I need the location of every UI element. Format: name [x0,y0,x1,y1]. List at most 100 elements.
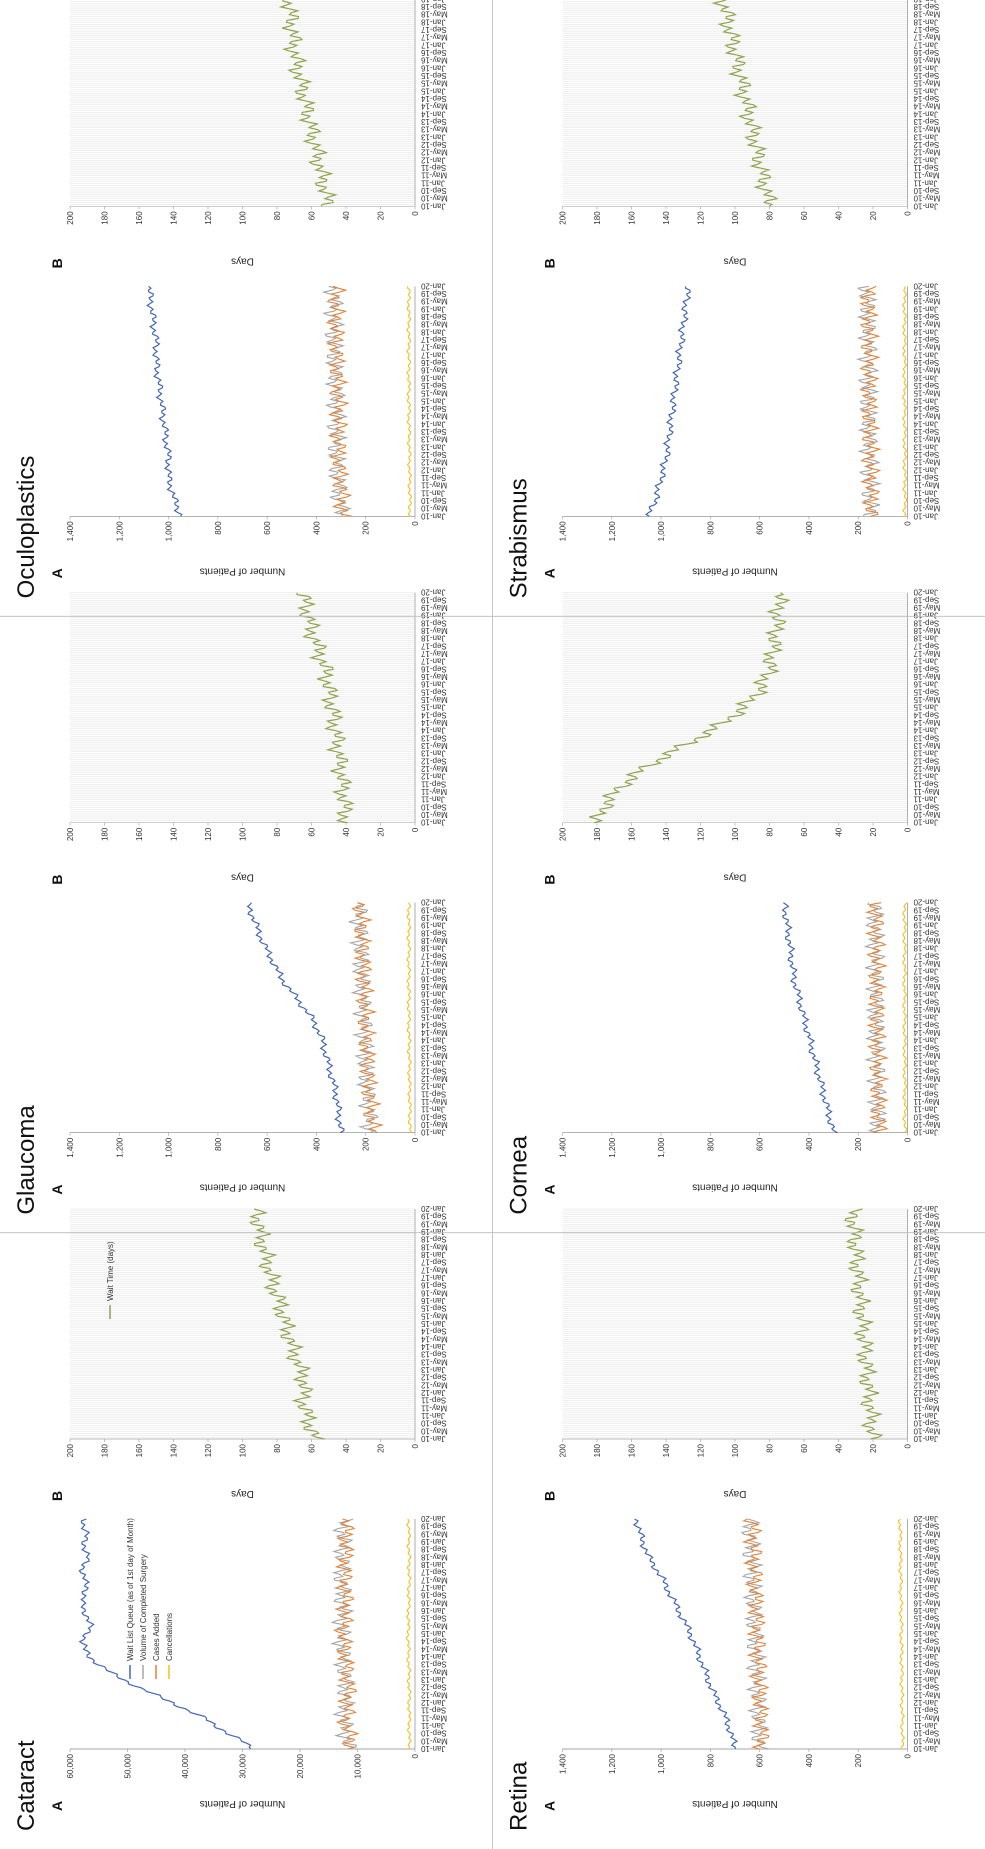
x-tick-label: Jan-13 [913,132,938,141]
y-tick-label: 40 [342,211,351,220]
y-tick-label: 1,400 [559,1753,568,1774]
x-tick-label: Sep-16 [420,1281,446,1290]
y-axis-label: Number of Patients [692,565,778,576]
x-tick-label: May-19 [913,297,940,306]
x-tick-label: May-11 [913,481,940,490]
y-tick-label: 180 [593,1443,602,1457]
subfigure-title: Cataract [13,1740,40,1831]
x-tick-label: May-16 [913,982,940,991]
x-tick-label: Sep-14 [420,1637,446,1646]
x-tick-label: Sep-12 [420,1683,446,1692]
y-tick-label: 200 [362,521,371,535]
x-tick-label: May-18 [420,626,447,635]
x-tick-label: Sep-11 [420,1706,446,1715]
x-tick-label: Sep-17 [420,25,446,34]
x-tick-label: Sep-14 [420,710,446,719]
x-tick-label: Jan-15 [913,396,938,405]
x-tick-label: Sep-11 [420,163,446,172]
x-tick-label: Jan-16 [913,373,938,382]
y-tick-label: 0 [411,211,420,216]
x-tick-label: Jan-15 [420,86,445,95]
x-tick-label: Jan-20 [913,1514,938,1523]
x-tick-label: May-11 [913,1713,940,1722]
x-tick-label: Sep-13 [420,1350,446,1359]
panel-letter: B [49,258,65,268]
y-tick-label: 120 [697,827,706,841]
x-tick-label: May-10 [913,1426,940,1435]
y-tick-label: 200 [362,1137,371,1151]
x-tick-label: Sep-17 [913,335,939,344]
x-tick-label: Jan-17 [420,1583,445,1592]
y-tick-label: 60 [308,827,317,836]
x-tick-label: Jan-16 [913,1606,938,1615]
panel-letter: A [542,568,558,578]
panel-letter: A [49,568,65,578]
y-tick-label: 0 [904,827,913,832]
x-tick-label: Jan-19 [913,921,938,930]
series-cases-added [332,1518,360,1750]
y-tick-label: 1,400 [66,521,75,542]
x-tick-label: Jan-10 [420,511,445,520]
x-tick-label: Sep-10 [913,1419,939,1428]
x-tick-label: May-10 [420,1120,447,1129]
x-tick-label: May-15 [420,1311,447,1320]
x-tick-label: May-19 [913,1219,940,1228]
x-tick-label: May-12 [420,764,447,773]
x-tick-label: Jan-20 [420,588,445,597]
y-tick-label: 160 [628,1443,637,1457]
y-tick-label: 600 [756,521,765,535]
x-tick-label: Jan-16 [913,680,938,689]
x-tick-label: Sep-10 [420,1729,446,1738]
x-tick-label: Sep-16 [913,974,939,983]
y-tick-label: 100 [731,211,740,225]
x-tick-label: Jan-19 [420,1227,445,1236]
series-cancellations [406,286,413,517]
x-tick-label: Jan-20 [420,898,445,907]
series-wait-time [589,592,791,824]
x-tick-label: Jan-16 [420,373,445,382]
y-tick-label: 20 [377,211,386,220]
x-tick-label: Sep-14 [913,1327,939,1336]
x-tick-label: May-17 [913,959,940,968]
x-tick-label: Jan-12 [913,155,938,164]
x-tick-label: Sep-19 [420,595,446,604]
x-tick-label: May-12 [420,458,447,467]
x-tick-label: Sep-12 [420,1373,446,1382]
x-tick-label: Jan-12 [420,155,445,164]
x-tick-label: Jan-13 [420,749,445,758]
y-axis-label: Days [231,255,254,266]
x-tick-label: Sep-14 [420,94,446,103]
x-tick-label: May-16 [913,1288,940,1297]
x-tick-label: Sep-12 [913,140,939,149]
x-tick-label: Jan-16 [913,990,938,999]
series-completed-surgery [330,1518,358,1750]
x-tick-label: Sep-19 [420,905,446,914]
x-tick-label: May-18 [913,1242,940,1251]
x-tick-label: Jan-17 [913,1273,938,1282]
x-tick-label: Sep-13 [420,427,446,436]
legend-a: Wait List Queue (as of 1st day of Month)… [126,1518,174,1679]
x-tick-label: Sep-19 [913,595,939,604]
x-tick-label: Jan-13 [913,1059,938,1068]
series-cases-added [351,902,385,1134]
x-tick-label: Jan-19 [913,0,938,3]
x-tick-label: May-18 [420,10,447,19]
x-tick-label: May-14 [420,1644,447,1653]
x-tick-label: Sep-10 [913,496,939,505]
series-wait-time [275,0,339,207]
x-tick-label: May-18 [913,10,940,19]
x-tick-label: Sep-10 [913,802,939,811]
series-cases-added [858,285,882,517]
x-tick-label: Jan-11 [420,488,444,497]
x-tick-label: May-11 [420,1713,447,1722]
x-tick-label: Jan-15 [420,703,445,712]
y-tick-label: 200 [559,211,568,225]
x-tick-label: Sep-19 [420,1212,446,1221]
x-tick-label: May-11 [420,1403,447,1412]
y-tick-label: 200 [66,1443,75,1457]
x-tick-label: May-13 [420,1667,447,1676]
x-tick-label: Sep-10 [420,802,446,811]
x-tick-label: May-13 [420,435,447,444]
panel-letter: B [49,875,65,885]
x-tick-label: Sep-19 [913,905,939,914]
